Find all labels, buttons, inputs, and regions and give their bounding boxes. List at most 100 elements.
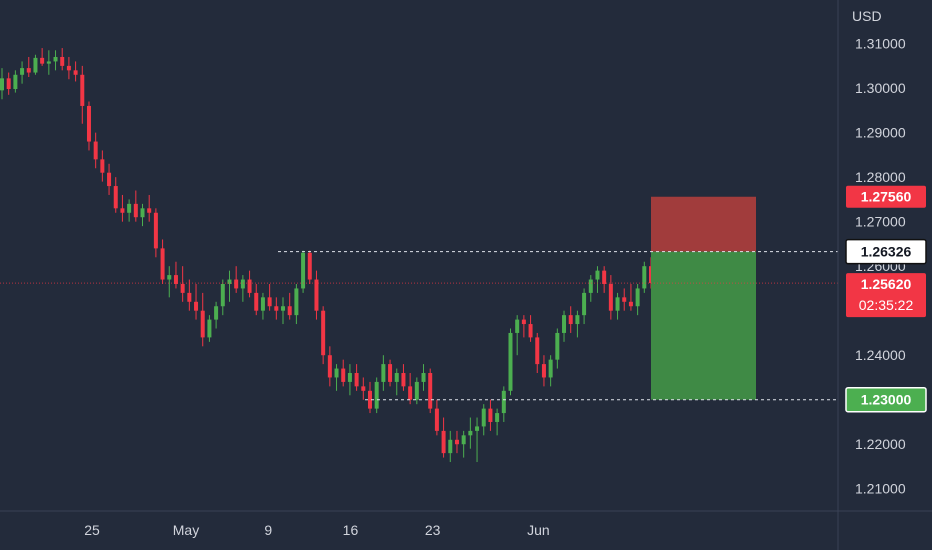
current-price-tag-value: 1.25620 [861, 276, 912, 292]
candle-body [327, 355, 332, 378]
candle-body [347, 373, 352, 382]
candle-body [220, 283, 225, 307]
take-profit-zone[interactable] [651, 251, 756, 400]
entry-price-tag-value: 1.26326 [861, 244, 912, 260]
candle-body [548, 359, 553, 378]
countdown-timer: 02:35:22 [859, 297, 914, 313]
candle [40, 48, 45, 66]
candle-body [602, 270, 607, 284]
candle-body [515, 319, 520, 333]
candle-body [133, 203, 138, 218]
candle-body [354, 373, 359, 387]
candle [20, 61, 25, 84]
candle-body [367, 390, 372, 409]
candle [207, 315, 212, 342]
candle [602, 266, 607, 293]
currency-label: USD [852, 8, 882, 24]
candle [153, 208, 158, 258]
candle-body [6, 78, 11, 90]
candle [294, 283, 299, 325]
candle-body [274, 306, 279, 311]
candle-body [501, 390, 506, 414]
candle-body [60, 56, 65, 66]
candle [515, 315, 520, 356]
candle [260, 292, 265, 320]
price-tick-label: 1.22000 [855, 436, 906, 452]
candle [26, 56, 31, 78]
candle [541, 355, 546, 387]
candle-body [441, 430, 446, 454]
entry-price-tag: 1.26326 [845, 238, 927, 265]
candle [127, 199, 132, 222]
price-tick-label: 1.29000 [855, 125, 906, 141]
candle-body [562, 315, 567, 333]
candle [528, 315, 533, 342]
candle-body [100, 159, 105, 173]
levels-layer [0, 196, 838, 401]
candle-body [334, 368, 339, 378]
candle-body [528, 324, 533, 338]
entry-price-tag-background [845, 238, 927, 265]
price-tick-label: 1.30000 [855, 80, 906, 96]
candle [234, 266, 239, 293]
candle-body [414, 381, 419, 400]
candle-body [575, 315, 580, 325]
candle-body [622, 297, 627, 302]
candle [454, 430, 459, 454]
candle [227, 270, 232, 302]
candle [254, 283, 259, 316]
candle [53, 50, 58, 71]
candle [381, 355, 386, 391]
candle [428, 368, 433, 414]
price-tick-label: 1.27000 [855, 214, 906, 230]
time-axis[interactable]: 25 May 9 16 23 Jun [84, 522, 549, 538]
candle [46, 50, 51, 75]
candle [247, 270, 252, 298]
candle-body [140, 208, 145, 218]
stop-loss-zone[interactable] [651, 196, 756, 252]
candle [448, 430, 453, 463]
candle-body [33, 57, 38, 73]
candle [475, 417, 480, 463]
candle-body [167, 275, 172, 280]
candle [73, 61, 78, 82]
candle-body [281, 306, 286, 311]
candle-body [381, 364, 386, 382]
candle-body [428, 373, 433, 409]
candle [80, 65, 85, 124]
stop-loss-price-tag-value: 1.27560 [861, 189, 912, 205]
price-tick-label: 1.28000 [855, 169, 906, 185]
candle [140, 203, 145, 227]
candle-body [214, 306, 219, 320]
candle-body [53, 56, 58, 62]
candle-body [521, 319, 526, 325]
candle-body [582, 292, 587, 316]
candle [200, 292, 205, 347]
time-tick-label: 9 [264, 522, 272, 538]
candle [628, 283, 633, 311]
candle-body [147, 208, 152, 213]
candle-body [66, 65, 71, 71]
candle-body [635, 288, 640, 307]
candle-body [0, 78, 4, 91]
candle [6, 72, 11, 95]
candle [93, 132, 98, 169]
candle [334, 364, 339, 391]
candle-body [495, 413, 500, 422]
price-tick-label: 1.24000 [855, 347, 906, 363]
candle-body [254, 292, 259, 311]
candle-body [153, 212, 158, 249]
candle-body [46, 61, 51, 64]
candle-body [107, 172, 112, 187]
candle [173, 261, 178, 289]
time-tick-label: 16 [343, 522, 359, 538]
candle [481, 404, 486, 436]
candle [301, 250, 306, 293]
candle [220, 279, 225, 316]
candle-body [321, 310, 326, 356]
candle [421, 364, 426, 391]
time-tick-label: 25 [84, 522, 100, 538]
stop-loss-price-tag: 1.27560 [846, 185, 926, 208]
